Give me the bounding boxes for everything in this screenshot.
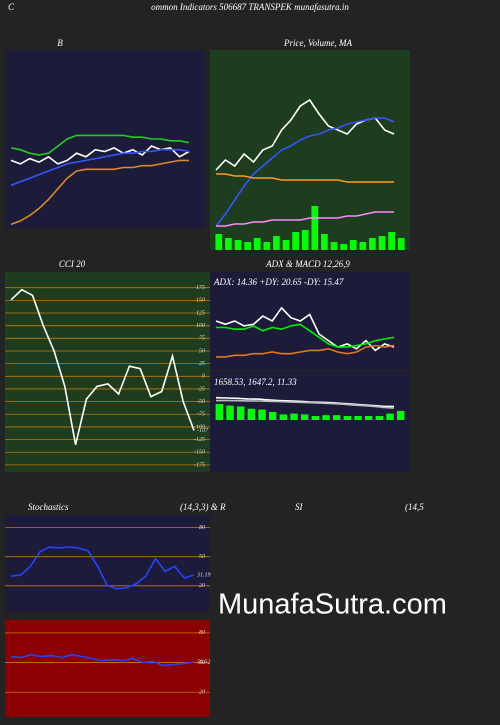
bar xyxy=(378,236,386,250)
y-tick-label: 175 xyxy=(196,285,205,291)
series-line xyxy=(10,546,195,590)
y-tick-label: -50 xyxy=(197,399,205,405)
series-line xyxy=(10,148,190,187)
bar xyxy=(273,236,280,250)
y-tick-label: -125 xyxy=(194,437,205,443)
y-tick-label: 80 xyxy=(199,630,205,636)
bar xyxy=(375,416,384,420)
bar xyxy=(290,413,298,420)
bar xyxy=(340,244,347,250)
y-tick-label: 80 xyxy=(199,525,205,531)
corner-label: C xyxy=(8,2,15,12)
y-tick-label: 75 xyxy=(199,336,205,342)
bar xyxy=(292,232,299,250)
series-line xyxy=(215,306,395,352)
series-line xyxy=(10,159,189,226)
series-line xyxy=(10,288,195,445)
y-tick-label: 50 xyxy=(199,660,205,666)
panel-title: B xyxy=(57,38,63,48)
bar xyxy=(215,404,224,420)
panel xyxy=(210,272,410,370)
bar xyxy=(258,409,266,420)
series-line xyxy=(10,145,190,165)
end-value-label: -107 xyxy=(197,428,209,434)
panel-title: CCI 20 xyxy=(59,259,86,269)
y-tick-label: 50 xyxy=(199,348,205,354)
bar xyxy=(215,234,223,250)
bar xyxy=(263,242,271,250)
bar xyxy=(244,242,251,250)
panel xyxy=(5,515,210,612)
y-tick-label: 20 xyxy=(199,690,205,696)
panel-title: Price, Volume, MA xyxy=(283,38,352,48)
y-tick-label: 150 xyxy=(196,298,205,304)
panel-annotation: 1658.53, 1647.2, 11.33 xyxy=(214,377,297,387)
bar xyxy=(369,238,376,250)
bar xyxy=(234,240,242,250)
bar xyxy=(386,413,394,420)
bar xyxy=(359,242,367,250)
bar xyxy=(388,232,395,250)
panel xyxy=(5,620,210,717)
panel xyxy=(5,272,210,472)
end-value-label: 31.19 xyxy=(196,572,211,578)
panel-title: SI xyxy=(295,502,304,512)
y-tick-label: 100 xyxy=(196,323,205,329)
series-line xyxy=(216,344,395,358)
series-line xyxy=(216,173,394,183)
bar xyxy=(225,238,232,250)
bar xyxy=(311,206,319,250)
bar xyxy=(247,408,256,420)
bar xyxy=(236,406,245,420)
y-tick-label: 125 xyxy=(196,310,205,316)
bar xyxy=(279,414,288,420)
bar xyxy=(300,414,309,420)
bar xyxy=(253,238,261,250)
y-tick-label: 20 xyxy=(199,583,205,589)
bar xyxy=(397,238,405,250)
panel xyxy=(210,372,410,472)
bar xyxy=(343,416,352,420)
y-tick-label: 25 xyxy=(199,361,205,367)
y-tick-label: -150 xyxy=(194,450,205,456)
bar xyxy=(396,410,405,420)
bar xyxy=(268,412,277,420)
page-title: ommon Indicators 506687 TRANSPEK munafas… xyxy=(151,2,349,12)
y-tick-label: -175 xyxy=(194,462,205,468)
watermark: MunafaSutra.com xyxy=(218,589,447,621)
bar xyxy=(349,240,357,250)
panel xyxy=(210,50,410,250)
bar xyxy=(330,242,338,250)
bar xyxy=(364,416,373,420)
y-tick-label: -25 xyxy=(197,386,205,392)
panel-subtitle: (14,3,3) & R xyxy=(180,502,226,512)
series-line xyxy=(216,211,394,227)
bar xyxy=(282,240,290,250)
series-line xyxy=(215,117,395,227)
panel xyxy=(5,50,205,228)
bar xyxy=(321,234,328,250)
panel-annotation: ADX: 14.36 +DY: 20.65 -DY: 15.47 xyxy=(213,277,344,287)
end-value-label: 50.52 xyxy=(197,659,211,665)
bar xyxy=(226,405,234,420)
panel-title: ADX & MACD 12,26,9 xyxy=(265,259,350,269)
bar xyxy=(311,416,320,420)
bar xyxy=(322,415,330,420)
y-tick-label: 50 xyxy=(199,554,205,560)
y-tick-label: 0 xyxy=(202,374,205,380)
y-tick-label: -100 xyxy=(194,424,205,430)
panel-subtitle: (14,5 xyxy=(405,502,424,512)
series-line xyxy=(216,399,395,409)
series-line xyxy=(216,323,395,348)
series-line xyxy=(10,134,190,156)
panel-title: Stochastics xyxy=(28,502,69,512)
series-line xyxy=(10,653,195,667)
bar xyxy=(354,416,362,420)
y-tick-label: -75 xyxy=(197,412,205,418)
bar xyxy=(301,230,309,250)
bar xyxy=(332,415,341,420)
